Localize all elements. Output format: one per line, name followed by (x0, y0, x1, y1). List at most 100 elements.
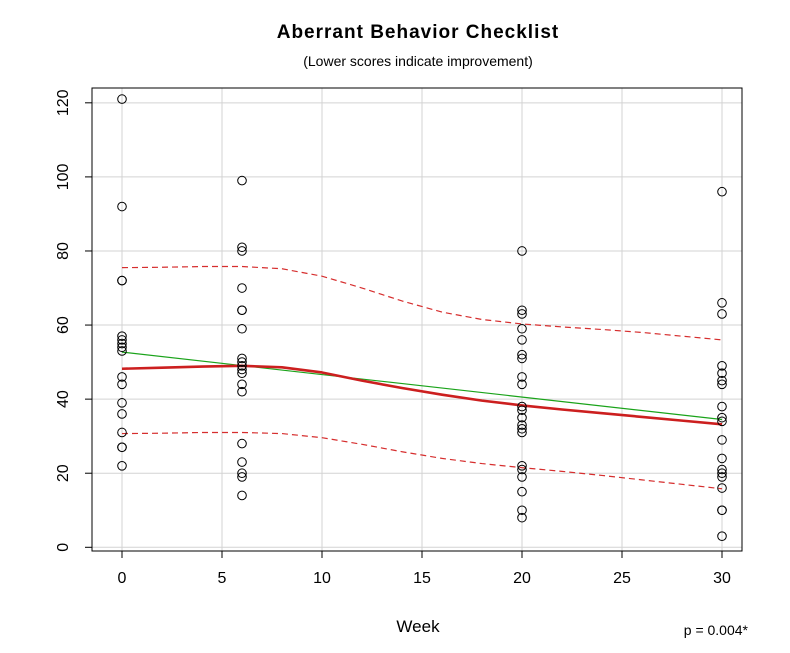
data-point (517, 472, 527, 482)
data-point (117, 409, 127, 419)
y-tick-label: 100 (55, 163, 72, 190)
data-point (237, 353, 247, 364)
data-point (717, 464, 727, 475)
x-tick-label: 30 (713, 570, 731, 587)
data-point (117, 461, 127, 471)
data-point (517, 512, 527, 523)
chart-title: Aberrant Behavior Checklist (277, 22, 560, 43)
data-point (517, 412, 527, 423)
data-point (517, 305, 527, 316)
data-point (517, 401, 527, 412)
data-point (237, 386, 247, 397)
x-tick-label: 25 (613, 570, 631, 587)
y-tick-label: 120 (55, 89, 72, 116)
data-point (717, 453, 727, 464)
data-point (717, 435, 727, 445)
data-point (237, 468, 247, 479)
data-point (237, 175, 247, 186)
data-point (717, 379, 727, 390)
data-point (517, 486, 527, 497)
data-point (517, 353, 527, 364)
smoothed-trend-line (121, 364, 723, 426)
data-point (117, 94, 127, 104)
data-point (517, 372, 527, 382)
data-point (117, 427, 127, 438)
data-point (517, 246, 527, 256)
data-point (517, 420, 527, 430)
data-point (517, 323, 527, 334)
data-point (717, 472, 727, 482)
data-point (117, 338, 127, 349)
data-point (517, 461, 527, 471)
confidence-band-lines (121, 265, 723, 490)
chart-subtitle: (Lower scores indicate improvement) (303, 53, 533, 69)
data-point (717, 361, 727, 371)
upper-band-line (121, 265, 723, 341)
data-point (717, 309, 727, 319)
data-point (237, 323, 247, 334)
y-tick-label: 0 (55, 543, 72, 552)
data-point (717, 368, 727, 379)
plot-frame (91, 87, 743, 552)
data-point (117, 372, 127, 382)
data-point (117, 398, 127, 408)
data-point (717, 468, 727, 479)
data-point (237, 242, 247, 253)
x-tick-label: 0 (118, 570, 127, 587)
data-point (517, 505, 527, 516)
y-axis-ticks: 0 20 40 60 80 100 120 (55, 89, 92, 552)
data-point (517, 464, 527, 475)
data-point (117, 201, 127, 212)
data-point (237, 357, 247, 367)
y-tick-label: 40 (55, 390, 72, 408)
data-point (237, 490, 247, 501)
data-point (237, 472, 247, 482)
x-axis-label: Week (396, 617, 440, 636)
data-point (237, 246, 247, 256)
grid-lines (92, 88, 742, 551)
x-axis-ticks: 0 5 10 15 20 25 30 (118, 551, 731, 587)
data-point (517, 309, 527, 319)
data-point (237, 364, 247, 375)
smoothed-trend-layer (121, 364, 723, 426)
data-point (117, 379, 127, 390)
data-point (717, 186, 727, 197)
data-point (117, 335, 127, 345)
data-point (237, 283, 247, 293)
p-value-annotation: p = 0.004* (684, 622, 749, 638)
data-point (717, 298, 727, 308)
scatter-points (117, 94, 727, 541)
y-tick-label: 80 (55, 242, 72, 260)
linear-fit-line (121, 351, 723, 421)
data-point (517, 423, 527, 434)
x-tick-label: 15 (413, 570, 431, 587)
x-tick-label: 5 (218, 570, 227, 587)
data-point (717, 401, 727, 412)
y-tick-label: 20 (55, 464, 72, 482)
data-point (117, 275, 127, 286)
data-point (717, 483, 727, 493)
x-tick-label: 20 (513, 570, 531, 587)
data-point (117, 346, 127, 356)
lower-band-line (121, 431, 723, 490)
data-point (237, 457, 247, 467)
data-point (517, 349, 527, 360)
data-point (717, 416, 727, 427)
data-point (517, 405, 527, 416)
data-point (237, 379, 247, 390)
data-point (717, 412, 727, 423)
data-point (117, 442, 127, 453)
data-point (517, 427, 527, 438)
data-point (237, 305, 247, 316)
data-point (237, 438, 247, 449)
y-tick-label: 60 (55, 316, 72, 334)
data-point (517, 335, 527, 345)
data-point (117, 342, 127, 353)
data-point (237, 368, 247, 379)
data-point (237, 361, 247, 371)
data-point (717, 505, 727, 516)
linear-fit-layer (121, 351, 723, 421)
data-point (117, 331, 127, 341)
